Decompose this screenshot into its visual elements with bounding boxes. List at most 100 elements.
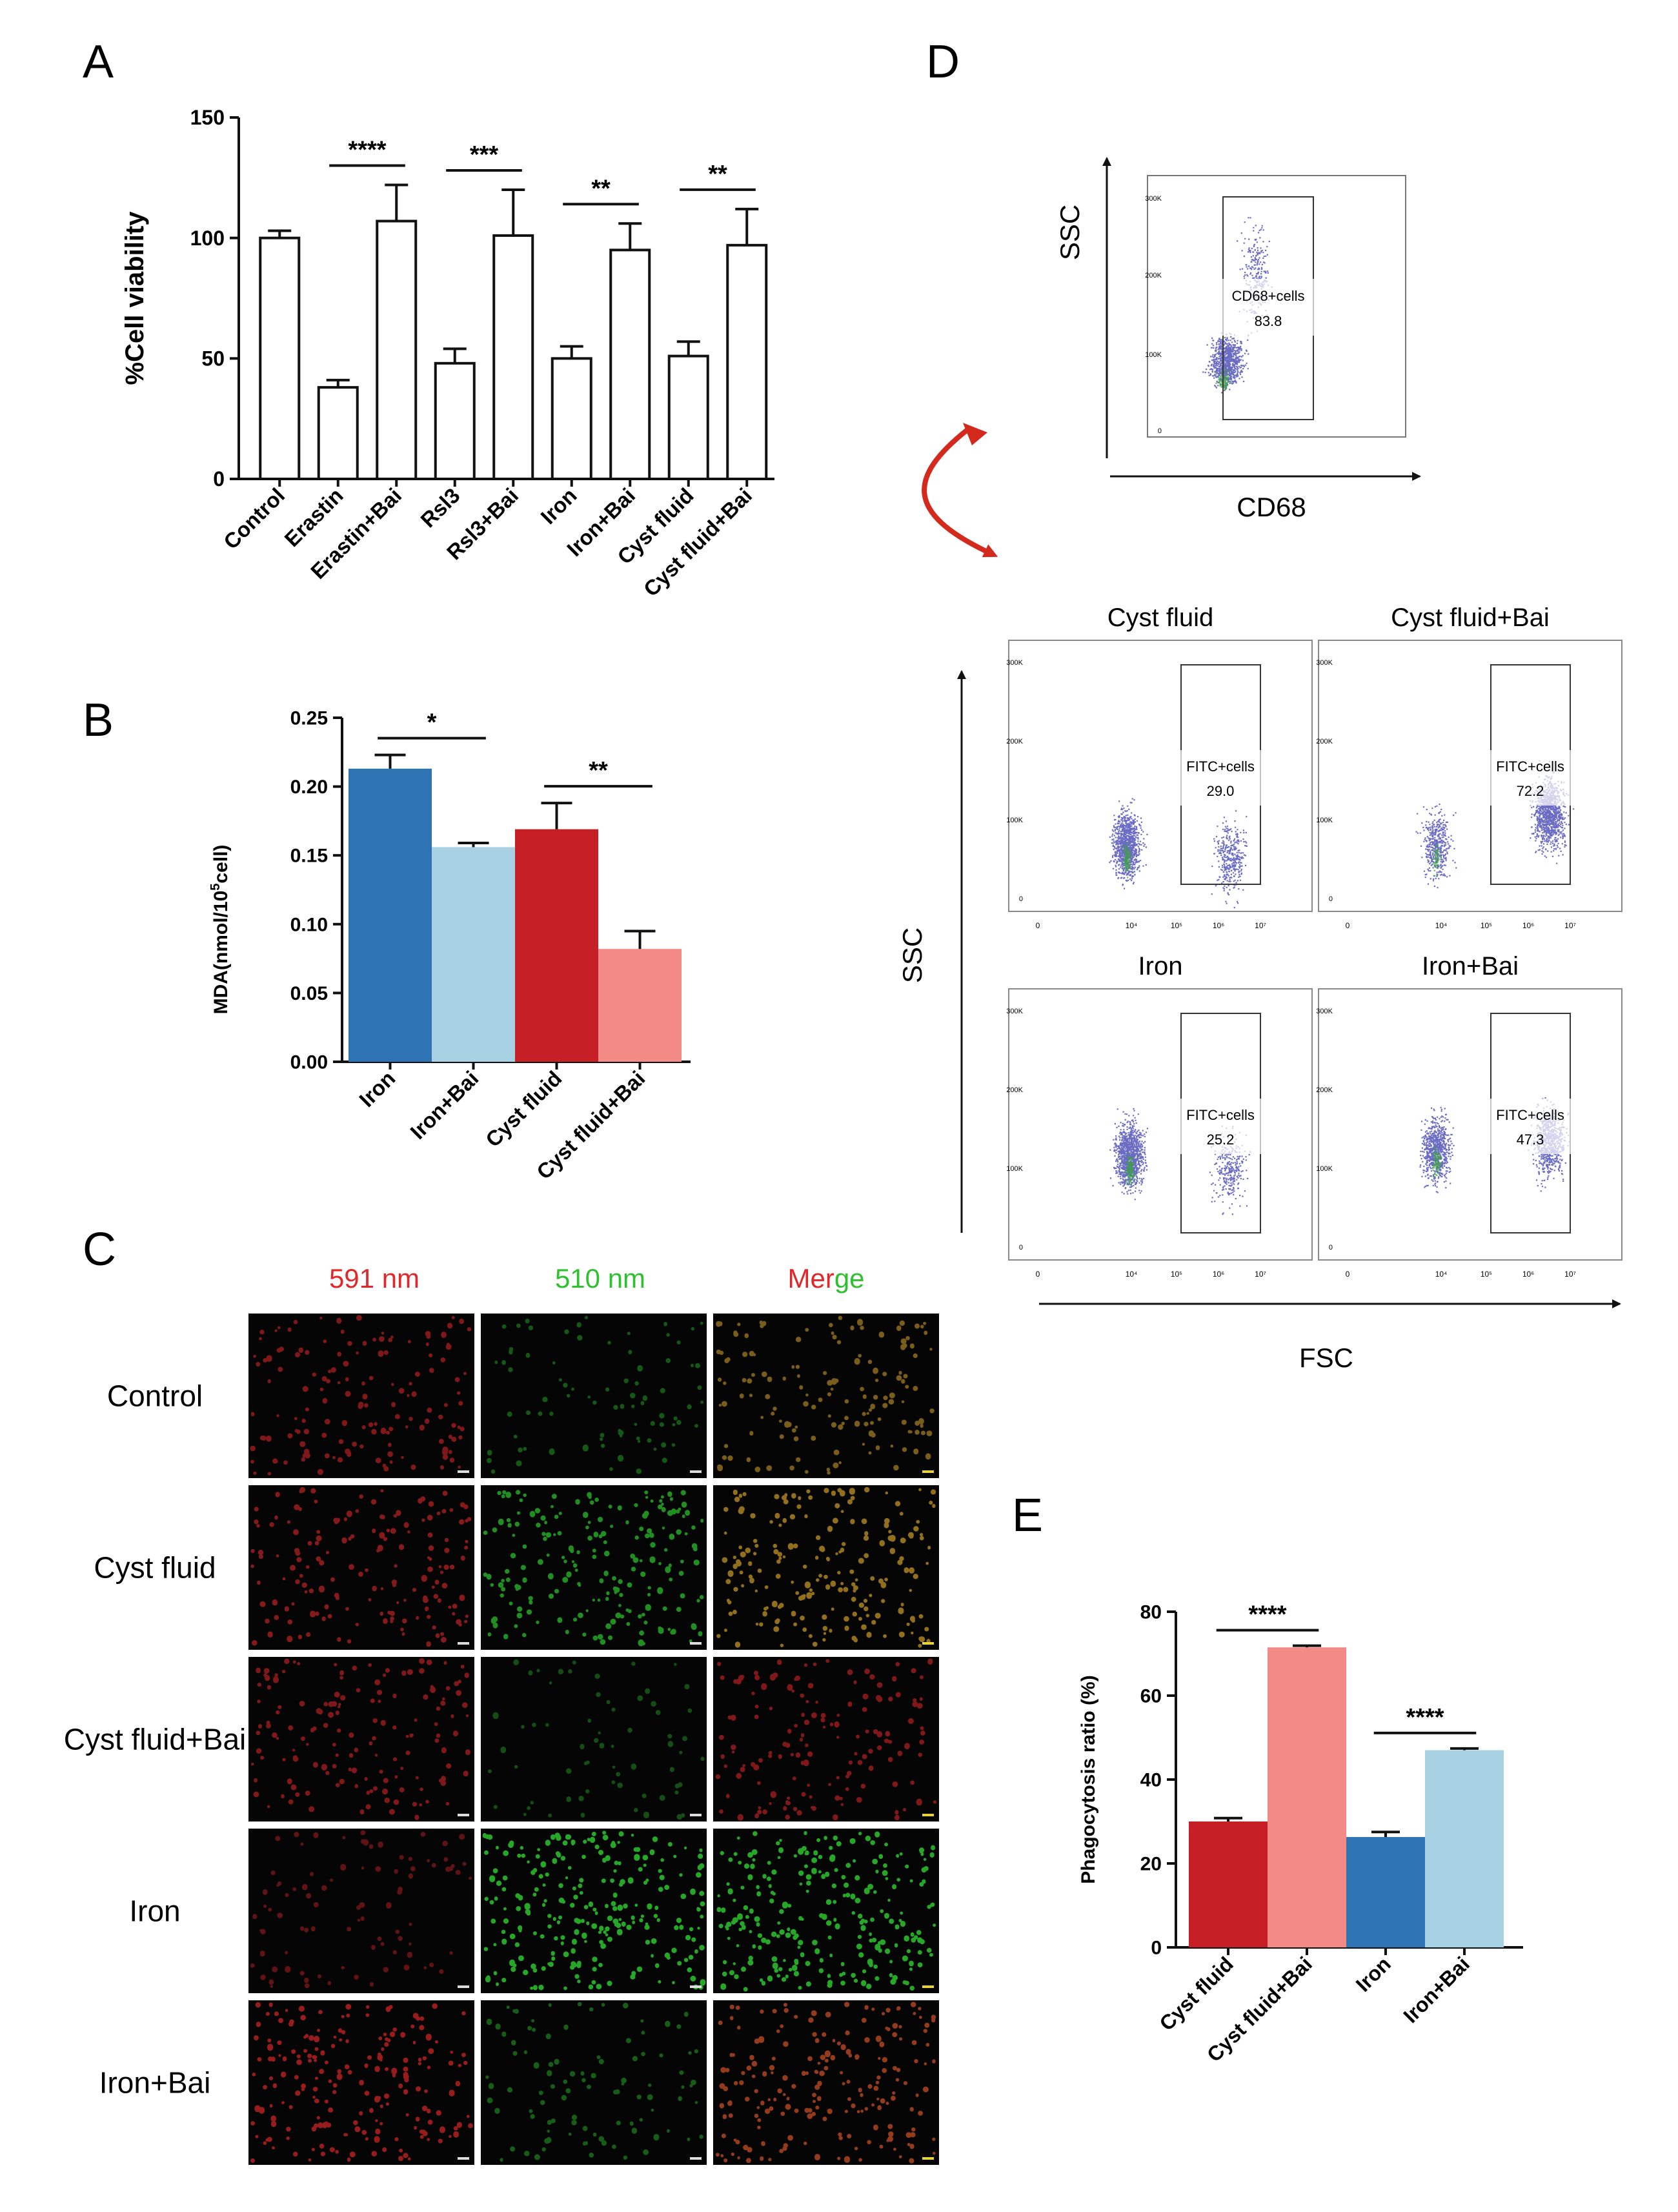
flow-plot-frame bbox=[1318, 640, 1622, 912]
flow-scatter-right bbox=[1526, 1097, 1570, 1192]
panel-label-a: A bbox=[83, 36, 114, 88]
red-curved-arrow bbox=[922, 427, 998, 558]
row-label: Cyst fluid+Bai bbox=[64, 1723, 247, 1756]
flow-gate-label-bg bbox=[1175, 1099, 1266, 1154]
flow-ytick: 200K bbox=[1316, 738, 1333, 746]
col-header-510: 510 nm bbox=[555, 1263, 645, 1294]
flow-xtick: 0 bbox=[1346, 921, 1350, 930]
chart-b-bar bbox=[598, 949, 682, 1062]
top-tick-200k: 200K bbox=[1145, 272, 1162, 279]
chart-a-cell-viability: %Cell viability 050100150ControlErastinE… bbox=[121, 106, 774, 601]
fluorescence-image bbox=[481, 2000, 707, 2165]
scale-bar bbox=[922, 1642, 934, 1645]
panel-d-flow-cytometry: SSC CD68 CD68+cells 83.8 300K 200K 100K … bbox=[897, 157, 1622, 1373]
fluorescence-image bbox=[481, 1657, 707, 1821]
fluorescence-image bbox=[713, 1314, 939, 1478]
merge-red-part: Mer bbox=[787, 1263, 834, 1294]
panel-label-e: E bbox=[1012, 1490, 1043, 1541]
chart-a-significance-label: **** bbox=[348, 137, 386, 164]
flow-xtick: 0 bbox=[1036, 921, 1040, 930]
fluorescence-cells bbox=[483, 1490, 704, 1647]
top-scatter-main bbox=[1202, 330, 1249, 394]
flow-gate-label: FITC+cells bbox=[1186, 1107, 1255, 1123]
scale-bar bbox=[458, 1642, 469, 1645]
chart-a-bar bbox=[726, 243, 768, 480]
flow-gate-value: 72.2 bbox=[1517, 783, 1544, 799]
top-tick-300k: 300K bbox=[1145, 195, 1162, 203]
row-label: Control bbox=[107, 1379, 203, 1413]
chart-a-ytick-label: 50 bbox=[201, 347, 225, 370]
flow-plot-frame bbox=[1008, 640, 1313, 912]
flow-plot-title: Cyst fluid bbox=[1107, 604, 1214, 632]
panel-label-c: C bbox=[83, 1224, 116, 1275]
chart-b-ytick-label: 0.10 bbox=[290, 914, 328, 935]
chart-e-significance-label: **** bbox=[1406, 1704, 1444, 1731]
flow-gate-value: 47.3 bbox=[1517, 1131, 1544, 1148]
chart-a-category-label: Control bbox=[219, 483, 289, 554]
chart-a-significance-label: ** bbox=[591, 175, 611, 202]
flow-ytick: 0 bbox=[1019, 1244, 1023, 1252]
top-gate-label-bg bbox=[1218, 279, 1315, 336]
col-header-merge: Merge bbox=[787, 1263, 864, 1294]
flow-ytick: 100K bbox=[1006, 817, 1023, 824]
flow-xtick: 10⁴ bbox=[1435, 921, 1448, 930]
fluorescence-cells bbox=[250, 1658, 470, 1820]
grid-y-axis-label: SSC bbox=[897, 928, 927, 983]
chart-b-significance-label: * bbox=[427, 709, 437, 736]
chart-e-phagocytosis: Phagocytosis ratio (%) 0 20 40 60 80 Cyst flu… bbox=[1078, 1601, 1523, 2066]
fluorescence-image bbox=[713, 1829, 939, 1993]
flow-xtick: 10⁶ bbox=[1213, 1270, 1224, 1279]
chart-a-significance-label: *** bbox=[470, 141, 499, 168]
flow-xtick: 10⁷ bbox=[1564, 921, 1576, 930]
flow-xtick: 10⁴ bbox=[1435, 1270, 1448, 1279]
flow-xtick: 10⁷ bbox=[1255, 921, 1266, 930]
scale-bar bbox=[458, 1985, 469, 1988]
red-arrow-head-top bbox=[963, 423, 987, 445]
flow-plot-frame bbox=[1318, 988, 1622, 1261]
flow-ytick: 300K bbox=[1006, 1008, 1023, 1015]
flow-gate-label-bg bbox=[1485, 750, 1575, 806]
fluorescence-cells bbox=[715, 2002, 936, 2164]
chart-b-category-label: Iron+Bai bbox=[405, 1066, 483, 1144]
chart-e-bar bbox=[1268, 1647, 1346, 1947]
grid-x-axis-label: FSC bbox=[1299, 1343, 1353, 1373]
scale-bar bbox=[458, 2157, 469, 2160]
flow-gate-value: 25.2 bbox=[1207, 1131, 1235, 1148]
chart-a-bar bbox=[376, 219, 418, 480]
fluorescence-cells bbox=[716, 1487, 936, 1648]
chart-a-bar bbox=[434, 361, 476, 480]
row-label: Iron+Bai bbox=[99, 2066, 211, 2100]
fluorescence-image bbox=[481, 1314, 707, 1478]
chart-a-ytick-label: 0 bbox=[213, 467, 225, 491]
chart-b-category-label: Cyst fluid bbox=[481, 1066, 566, 1152]
flow-ytick: 300K bbox=[1316, 1008, 1333, 1015]
chart-a-ytick-label: 150 bbox=[190, 106, 225, 129]
scale-bar bbox=[690, 2157, 702, 2160]
flow-ytick: 0 bbox=[1329, 895, 1333, 903]
flow-ytick: 100K bbox=[1006, 1165, 1023, 1173]
chart-a-bar bbox=[492, 234, 534, 480]
flow-scatter-right bbox=[1209, 1125, 1251, 1215]
chart-b-bar bbox=[432, 847, 515, 1062]
flow-xtick: 10⁴ bbox=[1126, 921, 1138, 930]
chart-e-ytick-label: 40 bbox=[1140, 1770, 1162, 1791]
chart-b-ylabel: MDA(nmol/105cell) bbox=[208, 845, 232, 1015]
chart-b-bar bbox=[349, 768, 432, 1062]
fluorescence-cells bbox=[716, 1315, 935, 1475]
chart-b-ytick-label: 0.00 bbox=[290, 1052, 328, 1073]
flow-plot-title: Cyst fluid+Bai bbox=[1391, 604, 1550, 632]
fluorescence-cells bbox=[487, 1659, 705, 1820]
chart-a-ylabel: %Cell viability bbox=[121, 211, 149, 385]
flow-plot-title: Iron bbox=[1138, 952, 1183, 980]
chart-e-bar bbox=[1425, 1750, 1504, 1947]
chart-b-ytick-label: 0.25 bbox=[290, 708, 328, 729]
scale-bar bbox=[690, 1642, 702, 1645]
scale-bar bbox=[922, 2157, 934, 2160]
chart-b-ytick-label: 0.15 bbox=[290, 846, 328, 867]
flow-xtick: 0 bbox=[1346, 1270, 1350, 1279]
flow-scatter-right bbox=[1211, 810, 1248, 909]
flow-ytick: 100K bbox=[1316, 1165, 1333, 1173]
chart-a-category-label: Rsl3 bbox=[416, 483, 464, 532]
row-label: Cyst fluid bbox=[94, 1551, 216, 1585]
flow-grid: Cyst fluid FITC+cells 29.0 300K 200K 100K 0 0 10… bbox=[1006, 604, 1622, 1279]
